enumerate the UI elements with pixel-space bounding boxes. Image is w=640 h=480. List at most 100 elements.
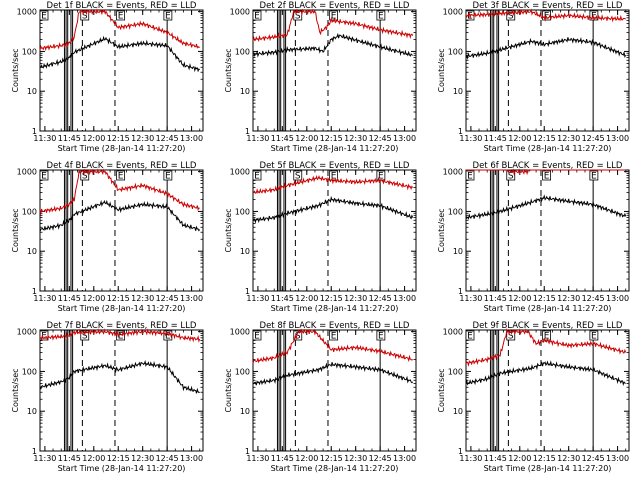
flag-label: S [295,12,301,22]
x-tick-label: 13:00 [606,454,629,463]
y-tick-label: 1000 [443,8,463,17]
y-tick-label: 10 [240,247,250,256]
flag-box [589,330,599,341]
flag-label: E [254,172,260,182]
chart-title: Det 4f BLACK = Events, RED = LLD [47,161,197,171]
flag-label: E [467,332,473,342]
x-axis-label: Start Time (28-Jan-14 11:27:20) [271,304,399,313]
x-axis-label: Start Time (28-Jan-14 11:27:20) [484,464,612,473]
y-tick-label: 1000 [17,8,37,17]
flag-box [116,10,126,21]
series-line-events [252,362,414,386]
x-tick-label: 11:45 [58,454,81,463]
flag-label: E [41,12,47,22]
series-line-lld [39,168,200,215]
x-axis-label: Start Time (28-Jan-14 11:27:20) [484,304,612,313]
series-line-events [39,35,200,73]
chart-title: Det 7f BLACK = Events, RED = LLD [47,321,197,331]
flag-box [252,10,262,21]
x-axis-label: Start Time (28-Jan-14 11:27:20) [484,144,612,153]
series-line-lld [466,168,626,176]
detector-chart-2: Det 2f BLACK = Events, RED = LLD 1 10 100 10… [224,1,417,153]
x-tick-label: 12:00 [295,454,318,463]
x-tick-label: 12:30 [557,454,580,463]
flag-label: E [41,172,47,182]
series-line-events [252,32,413,58]
detector-chart-1: Det 1f BLACK = Events, RED = LLD 1 10 100 10… [11,1,204,153]
flag-box [293,330,303,341]
x-tick-label: 12:00 [508,134,531,143]
flag-label: S [82,332,88,342]
flag-label: E [118,172,124,182]
x-tick-label: 12:15 [533,454,556,463]
x-tick-label: 12:00 [508,294,531,303]
flag-label: S [508,332,514,342]
series-line-events [465,37,627,60]
flag-box [252,330,262,341]
chart-title: Det 2f BLACK = Events, RED = LLD [260,1,410,11]
flag-box [542,170,552,181]
x-axis-label: Start Time (28-Jan-14 11:27:20) [58,304,186,313]
series-line-lld [252,328,413,364]
x-tick-label: 12:45 [582,294,605,303]
flag-label: E [165,172,171,182]
x-tick-label: 13:00 [606,134,629,143]
flag-label: E [165,12,171,22]
x-tick-label: 12:30 [344,294,367,303]
x-tick-label: 12:00 [82,294,105,303]
x-tick-label: 12:30 [557,134,580,143]
y-tick-label: 100 [22,207,37,216]
flag-label: S [508,12,514,22]
y-axis-label: Counts/sec [437,208,446,252]
flag-label: E [254,12,260,22]
flag-box [163,170,173,181]
x-tick-label: 13:00 [180,454,203,463]
flag-label: E [118,332,124,342]
x-tick-label: 12:00 [82,454,105,463]
series-line-lld [39,8,200,52]
y-axis-label: Counts/sec [224,208,233,252]
x-tick-label: 12:45 [156,294,179,303]
flag-label: S [508,172,514,182]
flag-label: E [544,172,550,182]
y-axis-label: Counts/sec [224,48,233,92]
y-tick-label: 10 [453,247,463,256]
y-tick-label: 1 [32,287,37,296]
x-axis-label: Start Time (28-Jan-14 11:27:20) [58,464,186,473]
x-tick-label: 13:00 [180,294,203,303]
flag-label: E [331,332,337,342]
y-tick-label: 1 [458,127,463,136]
y-tick-label: 1 [245,127,250,136]
detector-chart-5: Det 5f BLACK = Events, RED = LLD 1 10 100 10… [224,161,417,313]
y-axis-label: Counts/sec [11,368,20,412]
x-tick-label: 11:45 [271,294,294,303]
x-tick-label: 11:30 [459,294,482,303]
x-tick-label: 12:45 [369,294,392,303]
x-tick-label: 12:45 [582,454,605,463]
y-tick-label: 10 [27,247,37,256]
x-tick-label: 11:45 [58,134,81,143]
series-line-events [465,194,627,220]
y-axis-label: Counts/sec [437,368,446,412]
series-line-lld [252,174,414,194]
x-tick-label: 13:00 [393,134,416,143]
series-line-events [252,195,414,224]
y-tick-label: 100 [22,367,37,376]
y-tick-label: 1000 [230,168,250,177]
x-axis-label: Start Time (28-Jan-14 11:27:20) [271,144,399,153]
x-tick-label: 12:45 [582,134,605,143]
chart-title: Det 3f BLACK = Events, RED = LLD [473,1,623,11]
x-tick-label: 12:15 [320,294,343,303]
flag-label: E [591,332,597,342]
flag-box [589,170,599,181]
flag-label: E [118,12,124,22]
x-tick-label: 11:45 [484,134,507,143]
flag-label: E [378,332,384,342]
y-axis-label: Counts/sec [224,368,233,412]
flag-label: E [165,332,171,342]
flag-box [39,10,49,21]
flag-box [163,10,173,21]
chart-title: Det 8f BLACK = Events, RED = LLD [260,321,410,331]
x-axis-label: Start Time (28-Jan-14 11:27:20) [271,464,399,473]
